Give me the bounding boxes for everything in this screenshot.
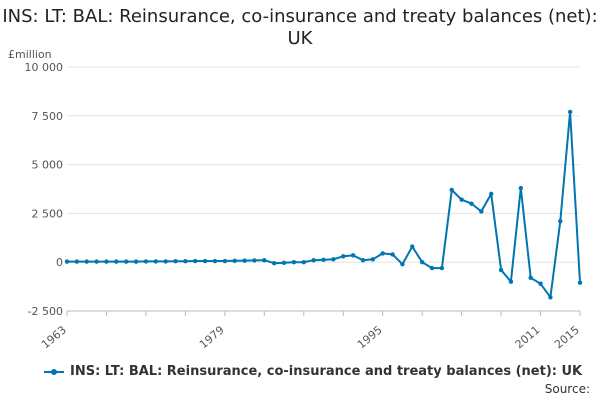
chart-title: INS: LT: BAL: Reinsurance, co-insurance …	[2, 6, 598, 49]
data-point	[232, 258, 237, 264]
data-point	[459, 197, 464, 202]
x-tick-label: 1963	[39, 323, 69, 351]
data-point	[252, 258, 257, 263]
data-point	[202, 258, 208, 264]
data-point	[577, 280, 583, 285]
data-point	[311, 258, 316, 263]
data-point	[262, 258, 267, 263]
data-point	[508, 279, 514, 284]
data-point	[390, 252, 395, 257]
data-point	[321, 257, 326, 263]
x-tick-label: 1979	[197, 323, 227, 351]
data-point	[439, 265, 445, 271]
data-point	[370, 257, 376, 262]
data-point	[114, 259, 119, 264]
y-tick-label: 7 500	[32, 110, 64, 123]
data-point	[479, 209, 484, 214]
data-point	[380, 251, 385, 256]
data-point	[528, 275, 533, 281]
data-point	[153, 259, 158, 264]
data-point	[222, 258, 228, 264]
data-point	[193, 258, 198, 264]
data-point	[242, 258, 247, 263]
data-point	[143, 259, 149, 264]
data-point	[301, 260, 306, 265]
data-point	[410, 244, 415, 249]
data-point	[104, 259, 109, 264]
data-point	[567, 109, 573, 115]
data-point	[429, 265, 435, 271]
data-point	[400, 261, 405, 267]
data-point	[558, 219, 563, 224]
x-tick-label: 2015	[552, 323, 582, 351]
data-point	[498, 267, 504, 273]
legend-label: INS: LT: BAL: Reinsurance, co-insurance …	[70, 364, 583, 379]
data-point	[212, 258, 218, 264]
data-point	[64, 259, 70, 264]
data-point	[469, 201, 474, 206]
data-point	[173, 259, 178, 264]
data-point	[133, 259, 139, 264]
data-point	[74, 259, 80, 264]
y-tick-label: -2 500	[28, 305, 63, 318]
data-point	[350, 253, 356, 258]
data-point	[538, 281, 543, 286]
y-tick-label: 2 500	[32, 207, 64, 220]
source-label: Source:	[544, 382, 590, 396]
y-tick-label: 10 000	[25, 61, 64, 74]
legend-line-icon	[44, 368, 64, 375]
data-point	[449, 187, 454, 193]
data-point	[123, 259, 129, 264]
data-point	[183, 259, 188, 264]
y-tick-label: 0	[56, 256, 63, 269]
data-point	[341, 254, 346, 259]
data-point	[281, 260, 287, 265]
y-axis-unit-label: £million	[8, 48, 52, 61]
data-point	[271, 260, 277, 266]
x-tick-label: 1995	[355, 323, 385, 351]
data-point	[518, 185, 524, 191]
data-point	[331, 257, 336, 262]
y-tick-label: 5 000	[32, 159, 64, 172]
data-point	[419, 260, 425, 265]
data-point	[489, 191, 494, 197]
legend: INS: LT: BAL: Reinsurance, co-insurance …	[44, 364, 582, 379]
data-point	[360, 258, 366, 263]
x-tick-label: 2011	[513, 323, 543, 351]
data-point	[163, 259, 168, 264]
data-point	[548, 295, 553, 300]
data-point	[84, 259, 89, 264]
data-point	[291, 260, 297, 265]
data-point	[94, 259, 99, 264]
